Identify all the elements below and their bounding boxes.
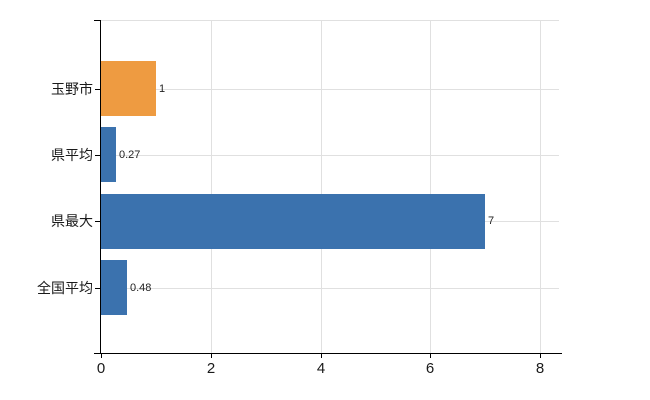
y-tick-mark	[95, 288, 100, 289]
plot-top-border	[101, 20, 559, 21]
y-tick-mark	[95, 89, 100, 90]
x-tick-mark	[540, 353, 541, 358]
x-tick-mark	[101, 353, 102, 358]
bar-value-label: 1	[159, 83, 166, 95]
x-tick-mark	[211, 353, 212, 358]
bar-value-label: 7	[488, 215, 495, 227]
y-tick-mark	[95, 155, 100, 156]
gridline-vertical	[540, 20, 541, 353]
x-axis-tick-label: 6	[425, 360, 435, 377]
y-axis-line	[100, 20, 101, 353]
x-axis-tick-label: 2	[206, 360, 216, 377]
bar	[101, 194, 485, 249]
bar	[101, 61, 156, 116]
bar	[101, 260, 127, 315]
x-axis-tick-label: 8	[535, 360, 545, 377]
bar-value-label: 0.27	[119, 149, 141, 161]
y-axis-label: 県最大	[51, 213, 93, 229]
y-axis-label: 県平均	[51, 147, 93, 163]
gridline-horizontal	[101, 155, 559, 156]
y-axis-label: 全国平均	[37, 280, 93, 296]
x-tick-mark	[430, 353, 431, 358]
gridline-vertical	[321, 20, 322, 353]
x-axis-tick-label: 4	[316, 360, 326, 377]
gridline-horizontal	[101, 89, 559, 90]
gridline-horizontal	[101, 288, 559, 289]
y-tick-mark	[95, 221, 100, 222]
x-axis-line	[94, 353, 562, 354]
gridline-vertical	[211, 20, 212, 353]
bar-value-label: 0.48	[130, 282, 152, 294]
x-axis-tick-label: 0	[96, 360, 106, 377]
bar	[101, 127, 116, 182]
y-axis-top-cap	[94, 20, 101, 21]
gridline-vertical	[430, 20, 431, 353]
y-axis-label: 玉野市	[51, 81, 93, 97]
x-tick-mark	[321, 353, 322, 358]
